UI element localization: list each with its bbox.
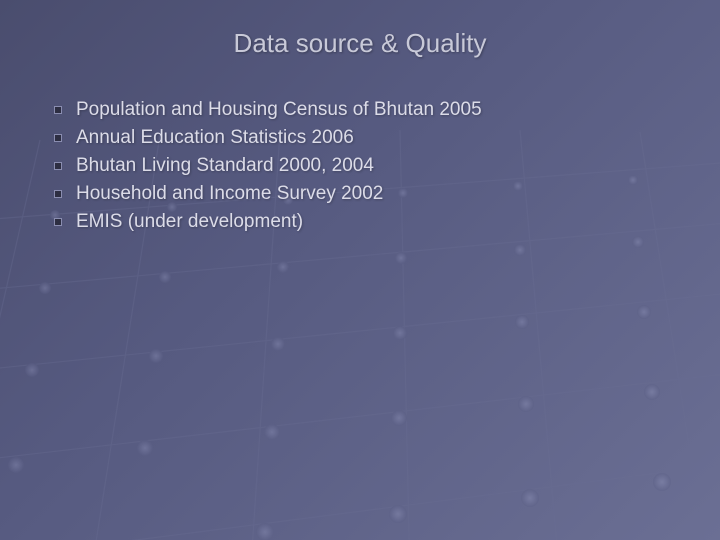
- list-item-text: Household and Income Survey 2002: [76, 183, 383, 205]
- list-item: EMIS (under development): [54, 211, 670, 233]
- slide-content: Data source & Quality Population and Hou…: [0, 0, 720, 233]
- bullet-icon: [54, 106, 62, 114]
- list-item: Household and Income Survey 2002: [54, 183, 670, 205]
- list-item: Annual Education Statistics 2006: [54, 127, 670, 149]
- bullet-list: Population and Housing Census of Bhutan …: [50, 99, 670, 233]
- list-item-text: Bhutan Living Standard 2000, 2004: [76, 155, 374, 177]
- list-item-text: Annual Education Statistics 2006: [76, 127, 354, 149]
- bullet-icon: [54, 218, 62, 226]
- list-item-text: Population and Housing Census of Bhutan …: [76, 99, 482, 121]
- list-item: Population and Housing Census of Bhutan …: [54, 99, 670, 121]
- bullet-icon: [54, 134, 62, 142]
- list-item-text: EMIS (under development): [76, 211, 303, 233]
- bullet-icon: [54, 162, 62, 170]
- list-item: Bhutan Living Standard 2000, 2004: [54, 155, 670, 177]
- slide-title: Data source & Quality: [50, 28, 670, 59]
- bullet-icon: [54, 190, 62, 198]
